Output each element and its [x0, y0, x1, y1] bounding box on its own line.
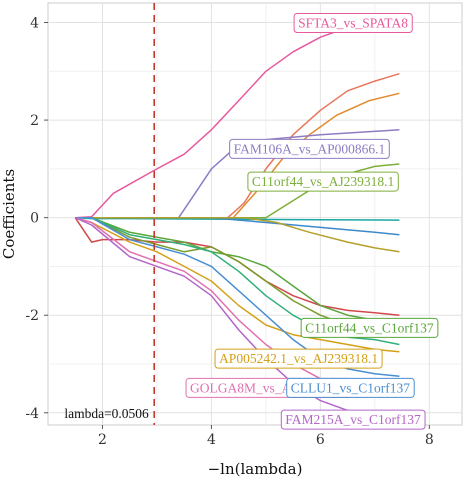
svg-text:C11orf44_vs_C1orf137: C11orf44_vs_C1orf137: [305, 320, 434, 335]
svg-text:FAM106A_vs_AP000866.1: FAM106A_vs_AP000866.1: [234, 141, 386, 156]
svg-text:CLLU1_vs_C1orf137: CLLU1_vs_C1orf137: [291, 380, 410, 395]
y-tick-label: -2: [25, 308, 39, 324]
y-tick-label: 4: [30, 16, 39, 32]
series-line: [75, 216, 400, 253]
svg-text:SFTA3_vs_SPATA8: SFTA3_vs_SPATA8: [298, 16, 408, 31]
series-label: FAM215A_vs_C1orf137: [280, 409, 426, 430]
series-line: [75, 129, 400, 219]
series-label: AP005242.1_vs_AJ239318.1: [214, 348, 383, 369]
lambda-annotation: lambda=0.0506: [64, 406, 149, 421]
series-line: [75, 216, 400, 324]
y-tick-label: 0: [30, 211, 39, 227]
x-tick-label: 2: [98, 432, 107, 448]
series-line: [75, 72, 400, 219]
x-tick-label: 6: [316, 432, 325, 448]
series-label: SFTA3_vs_SPATA8: [293, 13, 413, 34]
series-label: C11orf44_vs_AJ239318.1: [247, 171, 399, 192]
series-labels: SFTA3_vs_SPATA8 FAM106A_vs_AP000866.1 C11o…: [185, 13, 439, 430]
y-axis-title: Coefficients: [0, 169, 18, 259]
series-label: CLLU1_vs_C1orf137: [286, 377, 415, 398]
x-tick-label: 8: [425, 432, 434, 448]
series-line: [74, 216, 400, 353]
svg-text:AP005242.1_vs_AJ239318.1: AP005242.1_vs_AJ239318.1: [219, 351, 378, 366]
series-label: FAM106A_vs_AP000866.1: [229, 138, 390, 159]
svg-text:FAM215A_vs_C1orf137: FAM215A_vs_C1orf137: [285, 412, 421, 427]
y-tick-label: -4: [25, 406, 39, 422]
svg-text:C11orf44_vs_AJ239318.1: C11orf44_vs_AJ239318.1: [252, 174, 394, 189]
series-label: C11orf44_vs_C1orf137: [300, 317, 439, 338]
axis-ticks: 2 4 6 8 -4 -2 0 2 4: [25, 16, 433, 448]
y-tick-label: 2: [30, 113, 39, 129]
x-axis-title: −ln(lambda): [208, 460, 303, 478]
series-line: [75, 216, 400, 377]
x-tick-label: 4: [207, 432, 216, 448]
